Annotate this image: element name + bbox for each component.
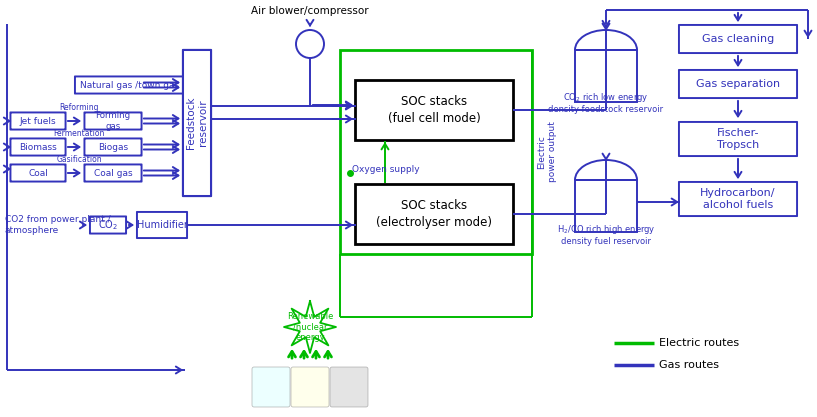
Text: Fermentation: Fermentation: [53, 129, 105, 138]
Text: Reforming: Reforming: [60, 103, 99, 112]
Text: Forming
gas: Forming gas: [96, 111, 131, 131]
FancyBboxPatch shape: [330, 367, 368, 407]
FancyBboxPatch shape: [679, 25, 797, 53]
Bar: [575, 50, 637, 102]
Text: Coal gas: Coal gas: [94, 168, 132, 178]
Bar: [575, 180, 637, 232]
Text: Hydrocarbon/
alcohol fuels: Hydrocarbon/ alcohol fuels: [700, 188, 776, 210]
FancyBboxPatch shape: [90, 216, 126, 234]
Text: Feedstock
reservoir: Feedstock reservoir: [185, 97, 208, 149]
FancyBboxPatch shape: [11, 138, 65, 156]
FancyBboxPatch shape: [183, 50, 211, 196]
Text: Coal: Coal: [28, 168, 48, 178]
FancyBboxPatch shape: [84, 113, 141, 130]
Text: Biogas: Biogas: [98, 143, 128, 151]
Text: Gas separation: Gas separation: [696, 79, 780, 89]
Text: Natural gas /town gas: Natural gas /town gas: [80, 80, 180, 90]
Text: CO$_2$: CO$_2$: [98, 218, 118, 232]
FancyBboxPatch shape: [679, 70, 797, 98]
Bar: [355, 184, 513, 244]
Text: Renewable
/nuclear
energy: Renewable /nuclear energy: [287, 312, 333, 342]
Text: Air blower/compressor: Air blower/compressor: [251, 6, 368, 16]
Bar: [355, 80, 513, 140]
Bar: [340, 50, 532, 254]
Text: Oxygen supply: Oxygen supply: [352, 164, 420, 173]
Text: Gas routes: Gas routes: [659, 360, 719, 370]
Text: H$_2$/CO rich high energy
density fuel reservoir: H$_2$/CO rich high energy density fuel r…: [556, 223, 655, 246]
Text: Gas cleaning: Gas cleaning: [702, 34, 775, 44]
Text: Electric routes: Electric routes: [659, 338, 739, 348]
Text: CO2 from power plant /
atmosphere: CO2 from power plant / atmosphere: [5, 215, 110, 235]
FancyBboxPatch shape: [679, 122, 797, 156]
Text: Biomass: Biomass: [19, 143, 57, 151]
FancyBboxPatch shape: [84, 164, 141, 181]
Text: SOC stacks
(fuel cell mode): SOC stacks (fuel cell mode): [387, 95, 480, 125]
FancyBboxPatch shape: [291, 367, 329, 407]
FancyBboxPatch shape: [75, 76, 185, 93]
FancyBboxPatch shape: [84, 138, 141, 156]
Text: Fischer-
Tropsch: Fischer- Tropsch: [717, 128, 759, 150]
Text: Electric
power output: Electric power output: [538, 122, 556, 183]
FancyBboxPatch shape: [11, 164, 65, 181]
Text: Jet fuels: Jet fuels: [20, 116, 56, 126]
FancyBboxPatch shape: [679, 182, 797, 216]
Text: CO$_2$ rich low energy
density feedstock reservoir: CO$_2$ rich low energy density feedstock…: [548, 90, 663, 114]
FancyBboxPatch shape: [252, 367, 290, 407]
Text: Gasification: Gasification: [56, 155, 102, 164]
Text: SOC stacks
(electrolyser mode): SOC stacks (electrolyser mode): [376, 199, 492, 229]
Text: Humidifier: Humidifier: [136, 220, 187, 230]
FancyBboxPatch shape: [137, 212, 187, 238]
FancyBboxPatch shape: [11, 113, 65, 130]
